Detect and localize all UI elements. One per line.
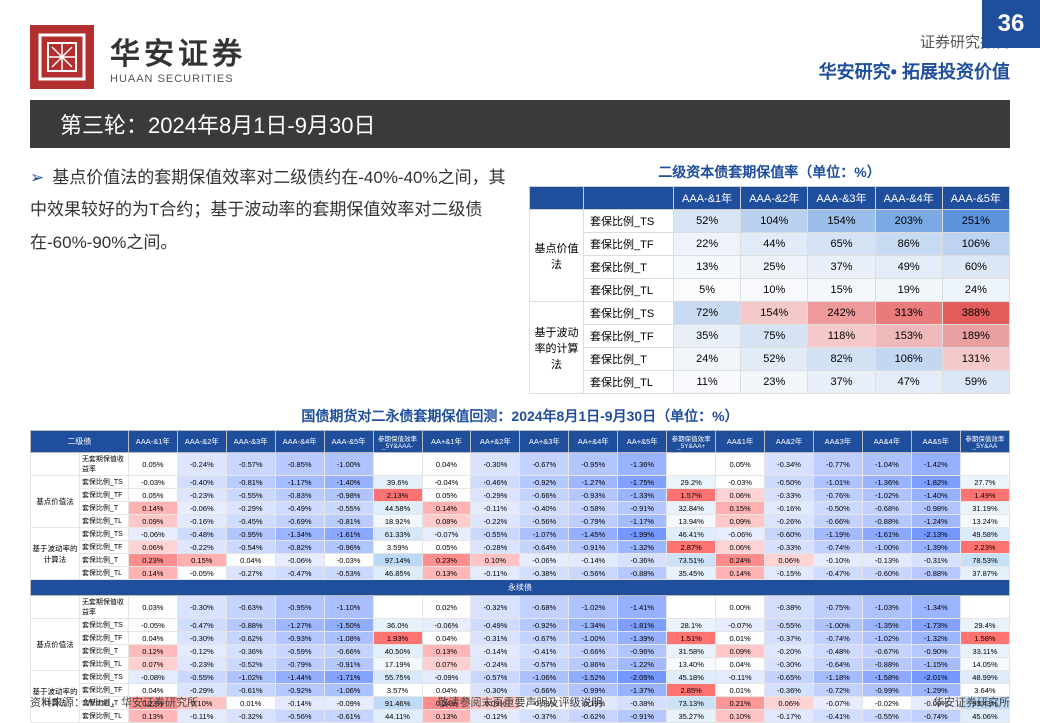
footer-right: 华安证券研究所 <box>933 694 1010 710</box>
table2: 二级债AAA-&1年AAA-&2年AAA-&3年AAA-&4年AAA-&5年参期… <box>30 430 1010 723</box>
table1-title: 二级资本债套期保值率（单位：%） <box>529 162 1010 182</box>
header: 华安证券 HUAAN SECURITIES 证券研究报告 华安研究• 拓展投资价… <box>0 0 1040 96</box>
source: 资料来源：Wind，华安证券研究所 <box>30 694 198 710</box>
footer: 资料来源：Wind，华安证券研究所 敬请参阅末页重要声明及评级说明 华安证券研究… <box>30 694 1010 710</box>
tagline: 华安研究• 拓展投资价值 <box>819 58 1010 84</box>
bullet-body: 基点价值法的套期保值效率对二级债约在-40%-40%之间，其中效果较好的为T合约… <box>30 168 506 252</box>
section-title: 第三轮：2024年8月1日-9月30日 <box>30 100 1010 148</box>
table1: AAA-&1年AAA-&2年AAA-&3年AAA-&4年AAA-&5年基点价值法… <box>529 186 1010 394</box>
disclaimer: 敬请参阅末页重要声明及评级说明 <box>438 694 603 710</box>
page-number: 36 <box>982 0 1040 48</box>
table2-title: 国债期货对二永债套期保值回测：2024年8月1日-9月30日（单位：%） <box>0 406 1040 426</box>
logo <box>30 25 94 89</box>
brand-en: HUAAN SECURITIES <box>110 73 246 85</box>
bullet-text: ➢基点价值法的套期保值效率对二级债约在-40%-40%之间，其中效果较好的为T合… <box>30 162 511 394</box>
brand-cn: 华安证券 <box>110 29 246 73</box>
